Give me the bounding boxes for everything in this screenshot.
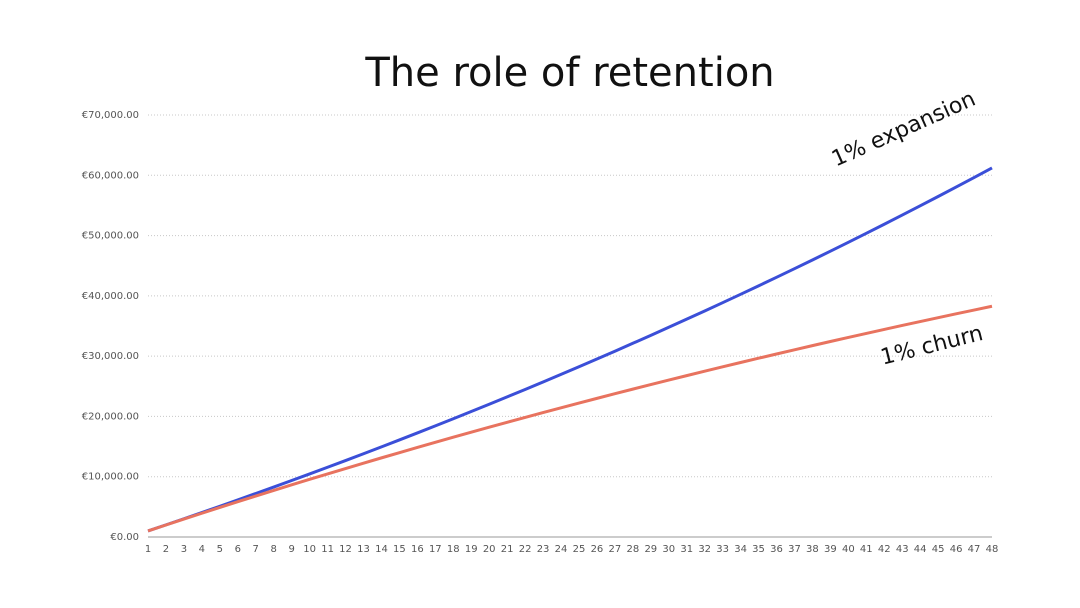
- x-tick-label: 26: [591, 544, 604, 555]
- x-tick-label: 18: [447, 544, 460, 555]
- series-label: 1% expansion: [828, 87, 979, 173]
- x-tick-label: 39: [824, 544, 837, 555]
- x-tick-label: 2: [163, 544, 169, 555]
- x-tick-label: 3: [181, 544, 187, 555]
- x-tick-label: 35: [752, 544, 765, 555]
- x-tick-label: 15: [393, 544, 406, 555]
- x-tick-label: 47: [968, 544, 981, 555]
- series-line: [147, 166, 993, 533]
- y-tick-label: €20,000.00: [82, 411, 139, 422]
- x-tick-label: 1: [145, 544, 151, 555]
- x-tick-label: 20: [483, 544, 496, 555]
- x-tick-label: 36: [770, 544, 783, 555]
- x-tick-label: 22: [519, 544, 532, 555]
- x-tick-label: 27: [609, 544, 622, 555]
- x-tick-label: 17: [429, 544, 442, 555]
- x-tick-label: 33: [716, 544, 729, 555]
- x-tick-label: 21: [501, 544, 514, 555]
- x-tick-label: 42: [878, 544, 891, 555]
- y-tick-label: €60,000.00: [82, 170, 139, 181]
- x-tick-label: 45: [932, 544, 945, 555]
- x-tick-label: 16: [411, 544, 424, 555]
- x-tick-label: 10: [303, 544, 316, 555]
- x-tick-label: 19: [465, 544, 478, 555]
- x-tick-label: 14: [375, 544, 388, 555]
- x-tick-label: 41: [860, 544, 873, 555]
- x-tick-label: 4: [199, 544, 205, 555]
- x-tick-label: 29: [644, 544, 657, 555]
- y-tick-label: €10,000.00: [82, 472, 139, 483]
- x-tick-label: 25: [573, 544, 586, 555]
- y-tick-label: €30,000.00: [82, 351, 139, 362]
- x-tick-label: 6: [235, 544, 241, 555]
- x-tick-label: 7: [253, 544, 259, 555]
- x-tick-label: 8: [271, 544, 277, 555]
- x-tick-label: 40: [842, 544, 855, 555]
- x-tick-label: 34: [734, 544, 747, 555]
- x-tick-label: 5: [217, 544, 223, 555]
- x-tick-label: 46: [950, 544, 963, 555]
- x-tick-label: 32: [698, 544, 711, 555]
- x-tick-label: 38: [806, 544, 819, 555]
- x-tick-label: 11: [321, 544, 334, 555]
- x-tick-label: 24: [555, 544, 568, 555]
- x-tick-label: 9: [288, 544, 294, 555]
- x-tick-label: 30: [662, 544, 675, 555]
- y-tick-label: €0.00: [110, 532, 139, 543]
- y-tick-label: €70,000.00: [82, 110, 139, 121]
- series-line: [147, 304, 993, 533]
- chart-title: The role of retention: [364, 50, 774, 96]
- y-tick-label: €40,000.00: [82, 291, 139, 302]
- x-tick-label: 12: [339, 544, 352, 555]
- x-tick-label: 44: [914, 544, 927, 555]
- x-tick-label: 43: [896, 544, 909, 555]
- x-tick-label: 23: [537, 544, 550, 555]
- x-tick-label: 31: [680, 544, 693, 555]
- y-tick-label: €50,000.00: [82, 231, 139, 242]
- x-tick-label: 28: [626, 544, 639, 555]
- x-tick-label: 37: [788, 544, 801, 555]
- x-tick-label: 13: [357, 544, 370, 555]
- x-tick-label: 48: [986, 544, 999, 555]
